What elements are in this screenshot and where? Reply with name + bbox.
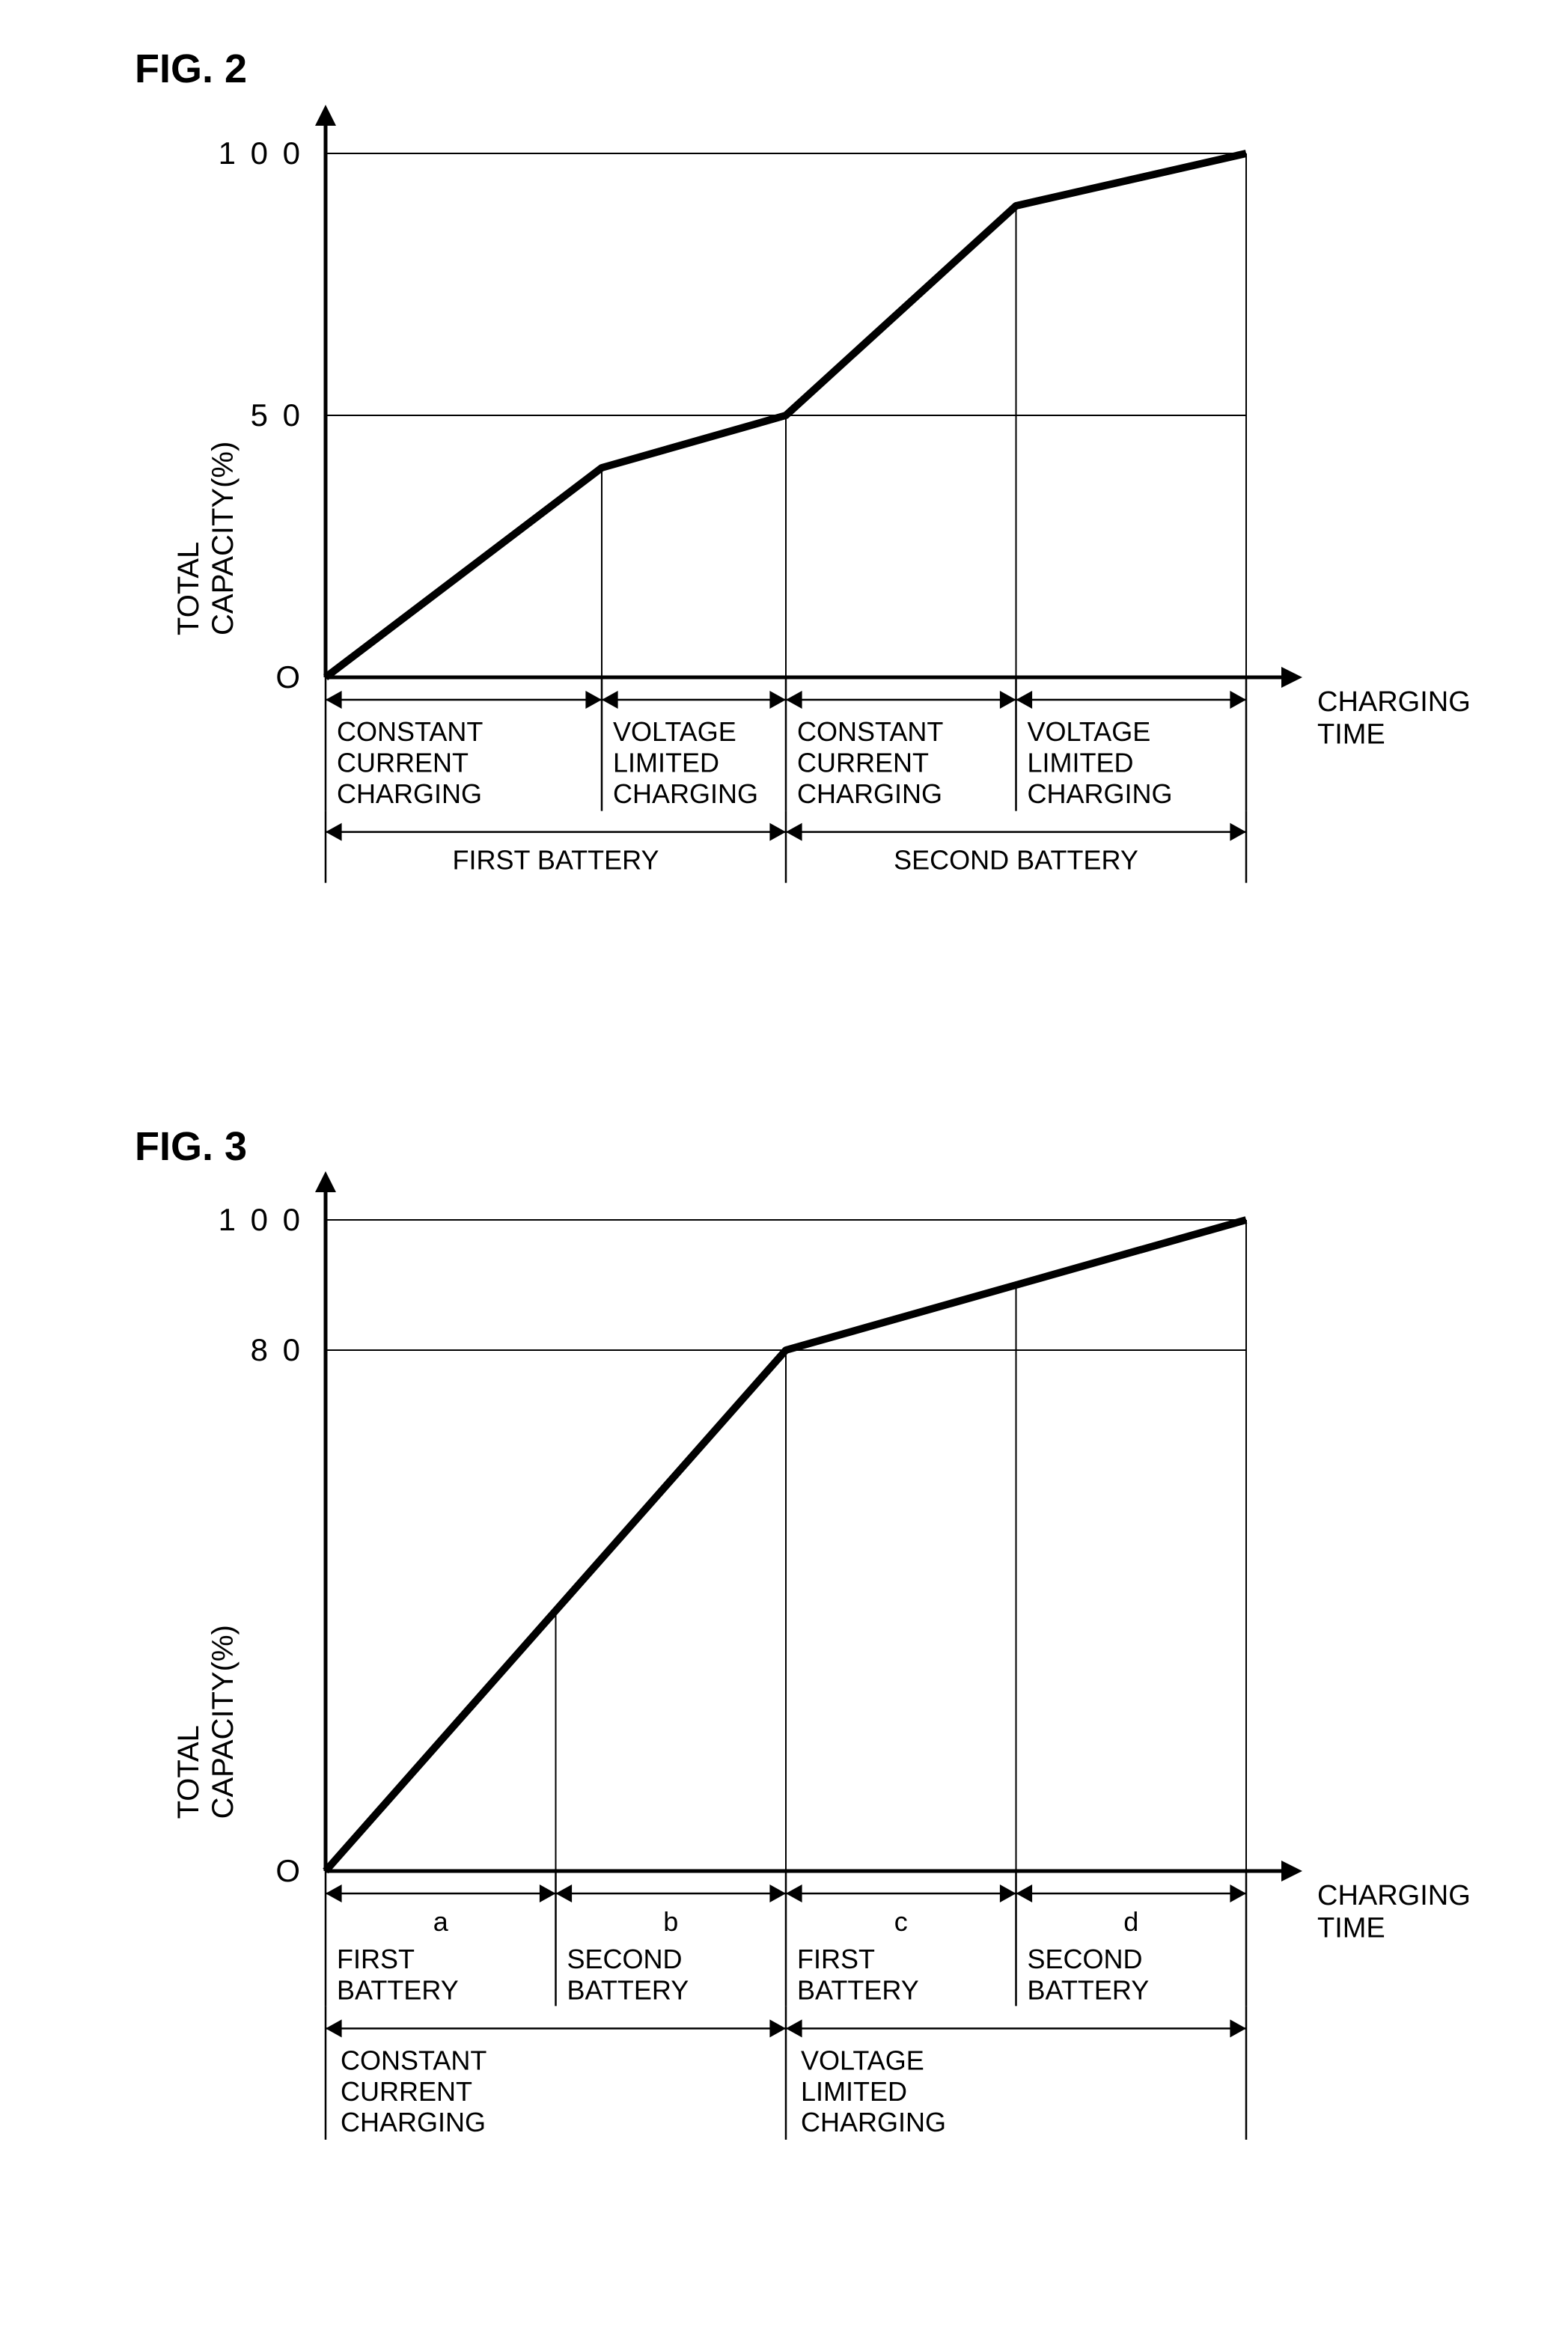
svg-text:SECONDBATTERY: SECONDBATTERY: [1028, 1944, 1150, 2005]
y-tick-label: 1 0 0: [219, 135, 303, 171]
y-tick-label: 8 0: [251, 1332, 303, 1367]
y-tick-label: 5 0: [251, 397, 303, 433]
phase-code: d: [1123, 1906, 1138, 1937]
figure-2: FIG. 2 O 5 0 1 0 0 TOTALCAPACITY(%) CHARGINGT…: [30, 30, 1538, 1078]
figure-title: FIG. 2: [135, 46, 247, 91]
phase-code: c: [894, 1906, 908, 1937]
y-axis-label: TOTALCAPACITY(%): [172, 442, 240, 635]
svg-text:CONSTANTCURRENTCHARGING: CONSTANTCURRENTCHARGING: [337, 716, 483, 809]
svg-text:CHARGINGTIME: CHARGINGTIME: [1317, 686, 1471, 751]
y-tick-label: O: [275, 659, 303, 695]
figure-2-svg: FIG. 2 O 5 0 1 0 0 TOTALCAPACITY(%) CHARGINGT…: [30, 30, 1538, 1078]
figure-title: FIG. 3: [135, 1124, 247, 1169]
svg-text:SECONDBATTERY: SECONDBATTERY: [567, 1944, 689, 2005]
svg-text:CHARGINGTIME: CHARGINGTIME: [1317, 1880, 1471, 1944]
svg-text:FIRSTBATTERY: FIRSTBATTERY: [797, 1944, 919, 2005]
svg-text:CONSTANTCURRENTCHARGING: CONSTANTCURRENTCHARGING: [797, 716, 943, 809]
phase-label-bottom: SECOND BATTERY: [894, 845, 1138, 876]
svg-text:VOLTAGELIMITEDCHARGING: VOLTAGELIMITEDCHARGING: [1028, 716, 1173, 809]
figure-3-svg: FIG. 3 O 8 0 1 0 0 TOTALCAPACITY(%) CHARGINGT…: [30, 1108, 1538, 2328]
phase-code: b: [663, 1906, 678, 1937]
y-tick-label: 1 0 0: [219, 1202, 303, 1237]
svg-text:FIRSTBATTERY: FIRSTBATTERY: [337, 1944, 459, 2005]
y-axis-label: TOTALCAPACITY(%): [172, 1625, 240, 1819]
phase-label-bottom: FIRST BATTERY: [452, 845, 659, 876]
svg-text:CONSTANTCURRENTCHARGING: CONSTANTCURRENTCHARGING: [341, 2045, 486, 2137]
svg-text:VOLTAGELIMITEDCHARGING: VOLTAGELIMITEDCHARGING: [613, 716, 758, 809]
svg-text:VOLTAGELIMITEDCHARGING: VOLTAGELIMITEDCHARGING: [801, 2045, 946, 2137]
y-tick-label: O: [275, 1853, 303, 1888]
phase-code: a: [433, 1906, 449, 1937]
figure-3: FIG. 3 O 8 0 1 0 0 TOTALCAPACITY(%) CHARGINGT…: [30, 1108, 1538, 2328]
